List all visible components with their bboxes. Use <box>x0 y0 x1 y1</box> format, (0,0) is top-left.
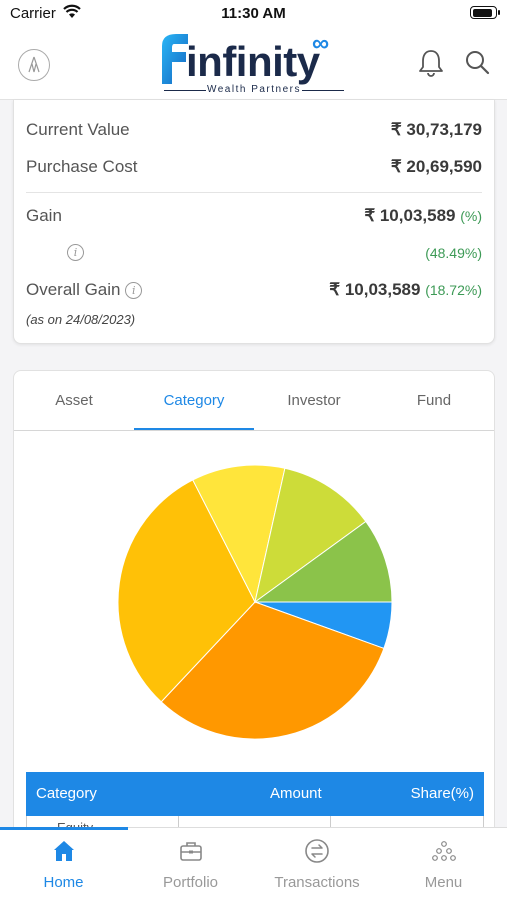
namaste-icon <box>28 56 40 73</box>
gain-pct-label: (%) <box>460 208 482 224</box>
infinity-icon: ∞ <box>312 30 330 57</box>
current-value-label: Current Value <box>26 120 130 139</box>
status-time: 11:30 AM <box>221 5 286 22</box>
gain-row: Gain ₹ 10,03,589 (%) <box>26 206 482 230</box>
app-header: infinity ∞ Wealth Partners <box>0 26 507 100</box>
status-bar: Carrier 11:30 AM <box>0 0 507 26</box>
summary-divider <box>26 192 482 193</box>
logo-rule-left <box>164 90 206 91</box>
purchase-cost-label: Purchase Cost <box>26 157 138 176</box>
allocation-tabs: Asset Category Investor Fund <box>14 371 494 431</box>
overall-gain-amount-text: ₹ 10,03,589 <box>329 280 421 299</box>
portfolio-summary-card: Current Value ₹ 30,73,179 Purchase Cost … <box>13 100 495 344</box>
pie-slice-5[interactable] <box>253 520 393 603</box>
current-value-row: Current Value ₹ 30,73,179 <box>26 120 482 144</box>
gain-pct-value: (48.49%) <box>425 245 482 261</box>
gain-info-icon[interactable]: i <box>67 244 84 261</box>
bottom-nav: Home Portfolio Transactions Menu <box>0 827 507 900</box>
nav-transactions[interactable]: Transactions <box>254 828 380 900</box>
allocation-chart-card: Asset Category Investor Fund Category Am… <box>13 370 495 840</box>
purchase-cost-row: Purchase Cost ₹ 20,69,590 <box>26 157 482 181</box>
gain-amount: ₹ 10,03,589 (%) <box>364 206 482 226</box>
tab-category[interactable]: Category <box>163 392 225 409</box>
home-icon <box>53 841 74 861</box>
as-on-date: (as on 24/08/2023) <box>26 312 136 327</box>
col-header-category[interactable]: Category <box>36 785 97 802</box>
transfer-icon <box>305 839 329 863</box>
col-header-amount[interactable]: Amount <box>270 785 322 802</box>
gain-amount-text: ₹ 10,03,589 <box>364 206 456 225</box>
tab-asset[interactable]: Asset <box>55 392 93 409</box>
nav-transactions-label: Transactions <box>274 874 360 891</box>
col-header-share[interactable]: Share(%) <box>410 785 474 802</box>
pie-slice-1[interactable] <box>160 601 385 740</box>
overall-gain-row: Overall Gain i ₹ 10,03,589 (18.72%) <box>26 280 482 304</box>
nav-portfolio[interactable]: Portfolio <box>127 828 254 900</box>
active-tab-indicator <box>134 428 254 430</box>
logo-f-mark <box>162 34 188 84</box>
logo-wordmark: infinity <box>186 38 320 85</box>
nav-portfolio-label: Portfolio <box>162 874 219 891</box>
logo-rule-right <box>302 90 344 91</box>
nav-home[interactable]: Home <box>0 828 127 900</box>
wifi-icon <box>63 4 81 18</box>
category-table-header: Category Amount Share(%) <box>26 772 484 816</box>
overall-gain-pct: (18.72%) <box>425 282 482 298</box>
tab-investor[interactable]: Investor <box>287 392 341 409</box>
overall-gain-label-wrap: Overall Gain i <box>26 280 143 300</box>
purchase-cost-amount: ₹ 20,69,590 <box>390 157 482 176</box>
category-pie-chart <box>117 464 393 740</box>
nav-active-indicator <box>0 827 128 830</box>
carrier-label: Carrier <box>10 5 56 22</box>
pie-slice-4[interactable] <box>254 467 367 604</box>
bell-icon[interactable] <box>417 48 445 78</box>
tab-fund[interactable]: Fund <box>416 392 452 409</box>
battery-icon <box>470 6 500 19</box>
overall-gain-amount: ₹ 10,03,589 (18.72%) <box>329 280 482 300</box>
profile-icon[interactable] <box>18 49 50 81</box>
nav-menu[interactable]: Menu <box>380 828 507 900</box>
briefcase-icon <box>179 842 202 861</box>
brand-logo: infinity ∞ Wealth Partners <box>160 30 350 96</box>
pie-slice-3[interactable] <box>192 464 286 604</box>
overall-gain-label: Overall Gain <box>26 280 121 299</box>
nav-home-label: Home <box>43 874 84 891</box>
current-value-amount: ₹ 30,73,179 <box>390 120 482 139</box>
menu-dots-icon <box>431 841 456 861</box>
nav-menu-label: Menu <box>424 874 463 891</box>
search-icon[interactable] <box>463 48 491 78</box>
logo-tagline: Wealth Partners <box>206 84 301 95</box>
overall-gain-info-icon[interactable]: i <box>125 282 143 299</box>
gain-label: Gain <box>26 206 62 225</box>
